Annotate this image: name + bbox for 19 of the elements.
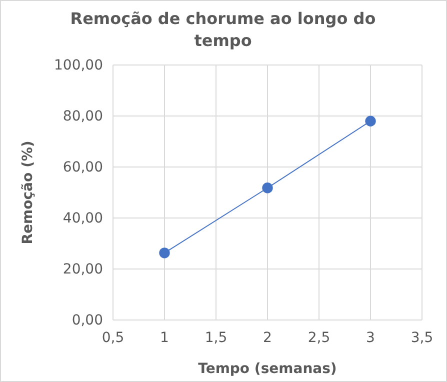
y-tick-label: 100,00 <box>54 57 103 74</box>
y-tick-label: 60,00 <box>62 159 103 176</box>
x-tick-label: 1,5 <box>204 330 228 346</box>
x-tick-label: 1 <box>160 330 169 346</box>
point <box>159 248 170 258</box>
y-tick-label: 80,00 <box>62 108 103 124</box>
x-tick-label: 3 <box>366 330 375 346</box>
y-tick-label: 40,00 <box>62 210 103 226</box>
chart-title: Remoção de chorume ao longo do tempo <box>70 9 376 50</box>
x-axis-title: Tempo (semanas) <box>198 361 337 377</box>
x-tick-label: 2 <box>263 330 272 346</box>
y-tick-label: 0,00 <box>72 312 103 328</box>
x-tick-label: 3,5 <box>410 330 434 346</box>
y-tick-label: 20,00 <box>62 261 103 278</box>
x-tick-label: 0,5 <box>102 330 124 346</box>
y-axis-title: Remoção (%) <box>20 140 36 244</box>
point <box>262 182 273 194</box>
x-tick-label: 2,5 <box>308 330 330 346</box>
point <box>365 116 376 126</box>
